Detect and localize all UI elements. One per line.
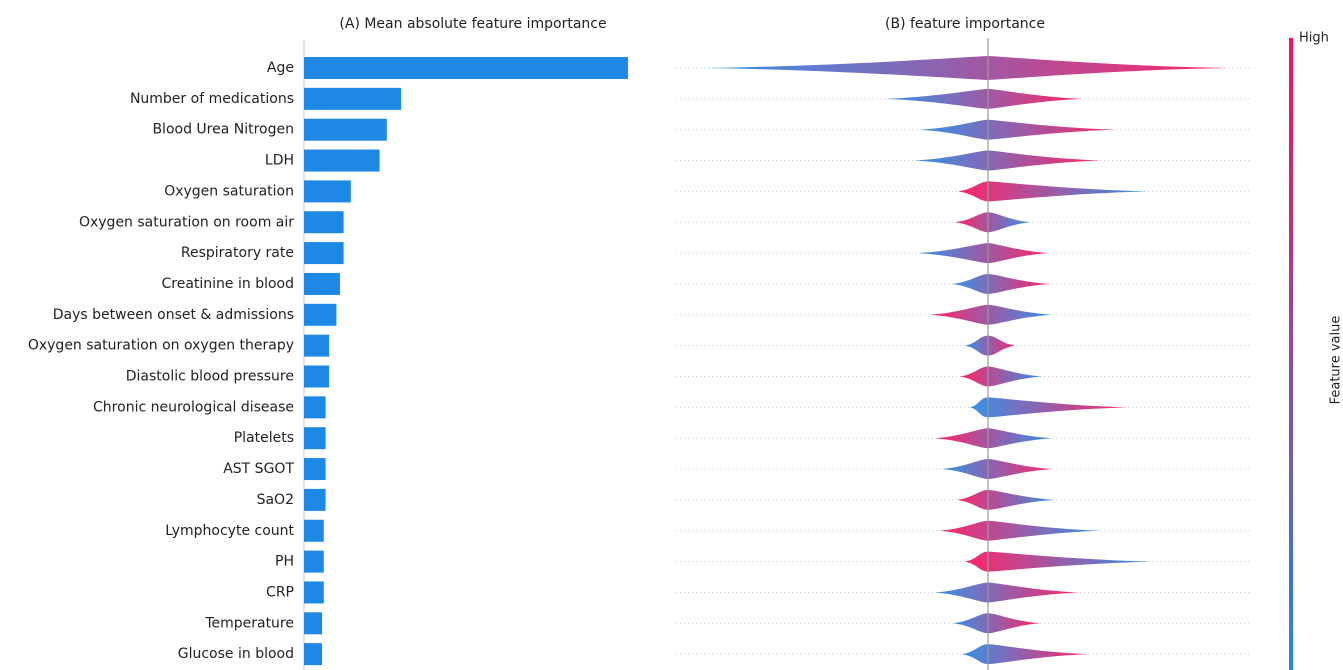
bar	[304, 303, 337, 326]
bar	[304, 581, 324, 604]
bar	[304, 488, 326, 511]
swarm	[952, 273, 1050, 294]
bar	[304, 643, 322, 666]
swarm	[930, 304, 1052, 325]
y-tick-label: CRP	[266, 584, 294, 600]
bar	[304, 550, 324, 573]
swarm	[962, 644, 1088, 665]
bar	[304, 334, 330, 357]
bar	[304, 519, 324, 542]
colorbar-high-label: High	[1299, 31, 1329, 46]
swarm	[957, 489, 1055, 510]
chart-title: (A) Mean absolute feature importance	[339, 16, 606, 32]
bar	[304, 57, 628, 79]
bar	[304, 118, 387, 141]
y-tick-label: Diastolic blood pressure	[126, 369, 294, 385]
y-tick-label: Lymphocyte count	[165, 523, 294, 539]
bar	[304, 427, 326, 450]
y-tick-label: PH	[275, 554, 294, 570]
swarm	[940, 520, 1100, 541]
swarm	[958, 181, 1148, 202]
y-tick-label: Oxygen saturation on oxygen therapy	[28, 338, 294, 354]
swarm	[953, 613, 1040, 634]
swarm	[955, 212, 1030, 233]
swarm	[705, 56, 1228, 80]
chart-title: (B) feature importance	[885, 16, 1045, 32]
y-tick-label: Age	[267, 60, 294, 76]
y-tick-label: Respiratory rate	[181, 245, 294, 261]
swarm	[970, 397, 1127, 418]
swarm	[935, 582, 1078, 603]
swarm	[920, 119, 1115, 140]
y-tick-label: Glucose in blood	[178, 646, 294, 662]
y-tick-label: Creatinine in blood	[161, 276, 294, 292]
bar	[304, 396, 326, 419]
y-tick-label: Temperature	[204, 615, 294, 631]
y-tick-label: Number of medications	[130, 91, 294, 107]
swarm	[918, 243, 1048, 264]
y-tick-label: Oxygen saturation on room air	[79, 214, 294, 230]
y-tick-label: AST SGOT	[223, 461, 294, 477]
y-tick-label: Oxygen saturation	[164, 183, 294, 199]
swarm	[915, 150, 1100, 171]
bar	[304, 272, 340, 295]
swarm	[942, 459, 1053, 480]
swarm	[965, 335, 1015, 356]
y-tick-label: Platelets	[234, 430, 294, 446]
swarm	[885, 88, 1082, 109]
y-tick-label: Days between onset & admissions	[53, 307, 294, 323]
bar	[304, 149, 380, 172]
y-tick-label: Blood Urea Nitrogen	[152, 122, 294, 138]
bar	[304, 211, 344, 234]
bar	[304, 180, 351, 203]
bar	[304, 87, 402, 110]
bar	[304, 458, 326, 481]
y-tick-label: Chronic neurological disease	[93, 399, 294, 415]
y-tick-label: SaO2	[257, 492, 294, 508]
bar	[304, 365, 330, 388]
swarm	[960, 366, 1042, 387]
bar	[304, 612, 322, 635]
colorbar-label: Feature value	[1329, 316, 1343, 405]
swarm	[965, 551, 1152, 572]
y-tick-label: LDH	[265, 153, 294, 169]
colorbar	[1289, 38, 1293, 670]
bar	[304, 242, 344, 265]
swarm	[935, 428, 1052, 449]
